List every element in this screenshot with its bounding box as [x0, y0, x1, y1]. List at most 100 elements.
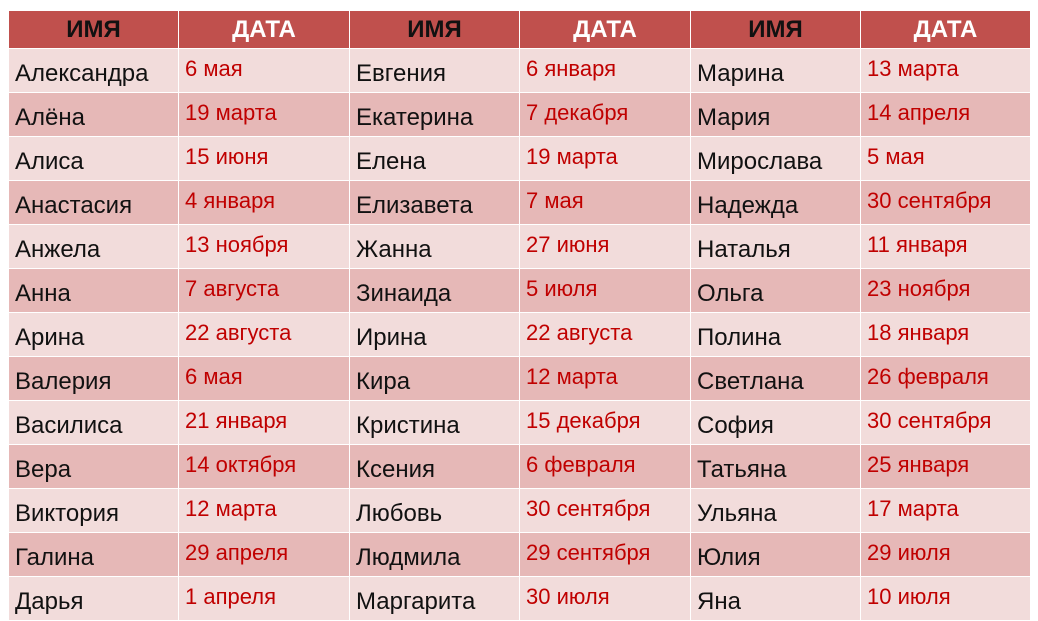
date-cell: 5 июля	[519, 268, 691, 313]
name-cell: Надежда	[690, 180, 861, 225]
name-cell: Ксения	[349, 444, 520, 489]
name-cell: Татьяна	[690, 444, 861, 489]
name-cell: Галина	[8, 532, 179, 577]
name-cell: Кира	[349, 356, 520, 401]
date-cell: 19 марта	[178, 92, 350, 137]
name-cell: Елена	[349, 136, 520, 181]
date-cell: 23 ноября	[860, 268, 1031, 313]
table-row: Арина 22 августа Ирина 22 августа Полина 18 я…	[8, 312, 1031, 357]
name-cell: Анна	[8, 268, 179, 313]
name-cell: Мирослава	[690, 136, 861, 181]
column-header-date: ДАТА	[860, 10, 1031, 49]
table-row: Анжела 13 ноября Жанна 27 июня Наталья 11 янв…	[8, 224, 1031, 269]
name-cell: Яна	[690, 576, 861, 621]
name-cell: Людмила	[349, 532, 520, 577]
name-cell: Ольга	[690, 268, 861, 313]
name-cell: Вера	[8, 444, 179, 489]
date-cell: 11 января	[860, 224, 1031, 269]
column-header-date: ДАТА	[519, 10, 691, 49]
name-cell: Марина	[690, 48, 861, 93]
name-cell: Елизавета	[349, 180, 520, 225]
name-cell: Анастасия	[8, 180, 179, 225]
table-header: ИМЯ ДАТА ИМЯ ДАТА ИМЯ ДАТА	[8, 10, 1031, 49]
table-row: Виктория 12 марта Любовь 30 сентября Ульяна 1…	[8, 488, 1031, 533]
date-cell: 4 января	[178, 180, 350, 225]
date-cell: 19 марта	[519, 136, 691, 181]
column-header-name: ИМЯ	[349, 10, 520, 49]
date-cell: 6 мая	[178, 48, 350, 93]
name-cell: Василиса	[8, 400, 179, 445]
table-row: Алиса 15 июня Елена 19 марта Мирослава 5 мая	[8, 136, 1031, 181]
table-row: Алёна 19 марта Екатерина 7 декабря Мария 14 а…	[8, 92, 1031, 137]
date-cell: 5 мая	[860, 136, 1031, 181]
date-cell: 29 сентября	[519, 532, 691, 577]
date-cell: 25 января	[860, 444, 1031, 489]
name-cell: Зинаида	[349, 268, 520, 313]
column-header-name: ИМЯ	[8, 10, 179, 49]
name-cell: Кристина	[349, 400, 520, 445]
name-cell: Ульяна	[690, 488, 861, 533]
name-days-table: ИМЯ ДАТА ИМЯ ДАТА ИМЯ ДАТА Александра 6 м…	[8, 10, 1031, 621]
date-cell: 29 апреля	[178, 532, 350, 577]
date-cell: 29 июля	[860, 532, 1031, 577]
date-cell: 14 октября	[178, 444, 350, 489]
header-row: ИМЯ ДАТА ИМЯ ДАТА ИМЯ ДАТА	[8, 10, 1031, 49]
name-cell: Жанна	[349, 224, 520, 269]
name-cell: Виктория	[8, 488, 179, 533]
date-cell: 22 августа	[178, 312, 350, 357]
date-cell: 7 декабря	[519, 92, 691, 137]
date-cell: 30 сентября	[860, 400, 1031, 445]
table-row: Дарья 1 апреля Маргарита 30 июля Яна 10 июля	[8, 576, 1031, 621]
date-cell: 10 июля	[860, 576, 1031, 621]
date-cell: 30 сентября	[519, 488, 691, 533]
date-cell: 13 марта	[860, 48, 1031, 93]
date-cell: 7 мая	[519, 180, 691, 225]
date-cell: 12 марта	[178, 488, 350, 533]
table-row: Галина 29 апреля Людмила 29 сентября Юлия 29 …	[8, 532, 1031, 577]
name-cell: Дарья	[8, 576, 179, 621]
name-cell: Наталья	[690, 224, 861, 269]
name-cell: Анжела	[8, 224, 179, 269]
date-cell: 1 апреля	[178, 576, 350, 621]
name-cell: Александра	[8, 48, 179, 93]
date-cell: 14 апреля	[860, 92, 1031, 137]
name-cell: Ирина	[349, 312, 520, 357]
date-cell: 26 февраля	[860, 356, 1031, 401]
table-row: Анна 7 августа Зинаида 5 июля Ольга 23 ноября	[8, 268, 1031, 313]
date-cell: 30 июля	[519, 576, 691, 621]
date-cell: 6 февраля	[519, 444, 691, 489]
name-cell: Мария	[690, 92, 861, 137]
column-header-name: ИМЯ	[690, 10, 861, 49]
table-row: Вера 14 октября Ксения 6 февраля Татьяна 25 я…	[8, 444, 1031, 489]
name-cell: Арина	[8, 312, 179, 357]
date-cell: 15 июня	[178, 136, 350, 181]
date-cell: 22 августа	[519, 312, 691, 357]
name-cell: Юлия	[690, 532, 861, 577]
table-body: Александра 6 мая Евгения 6 января Марина 13 м…	[8, 48, 1031, 621]
name-cell: Алёна	[8, 92, 179, 137]
name-cell: Валерия	[8, 356, 179, 401]
name-cell: Евгения	[349, 48, 520, 93]
name-cell: Екатерина	[349, 92, 520, 137]
name-cell: Светлана	[690, 356, 861, 401]
date-cell: 18 января	[860, 312, 1031, 357]
date-cell: 17 марта	[860, 488, 1031, 533]
table-row: Василиса 21 января Кристина 15 декабря София…	[8, 400, 1031, 445]
date-cell: 6 мая	[178, 356, 350, 401]
name-cell: София	[690, 400, 861, 445]
date-cell: 30 сентября	[860, 180, 1031, 225]
name-cell: Полина	[690, 312, 861, 357]
date-cell: 15 декабря	[519, 400, 691, 445]
table-row: Александра 6 мая Евгения 6 января Марина 13 м…	[8, 48, 1031, 93]
date-cell: 7 августа	[178, 268, 350, 313]
date-cell: 21 января	[178, 400, 350, 445]
column-header-date: ДАТА	[178, 10, 350, 49]
table-row: Анастасия 4 января Елизавета 7 мая Надежда 30…	[8, 180, 1031, 225]
table-row: Валерия 6 мая Кира 12 марта Светлана 26 февра…	[8, 356, 1031, 401]
name-cell: Алиса	[8, 136, 179, 181]
name-cell: Любовь	[349, 488, 520, 533]
date-cell: 27 июня	[519, 224, 691, 269]
date-cell: 13 ноября	[178, 224, 350, 269]
date-cell: 6 января	[519, 48, 691, 93]
name-cell: Маргарита	[349, 576, 520, 621]
